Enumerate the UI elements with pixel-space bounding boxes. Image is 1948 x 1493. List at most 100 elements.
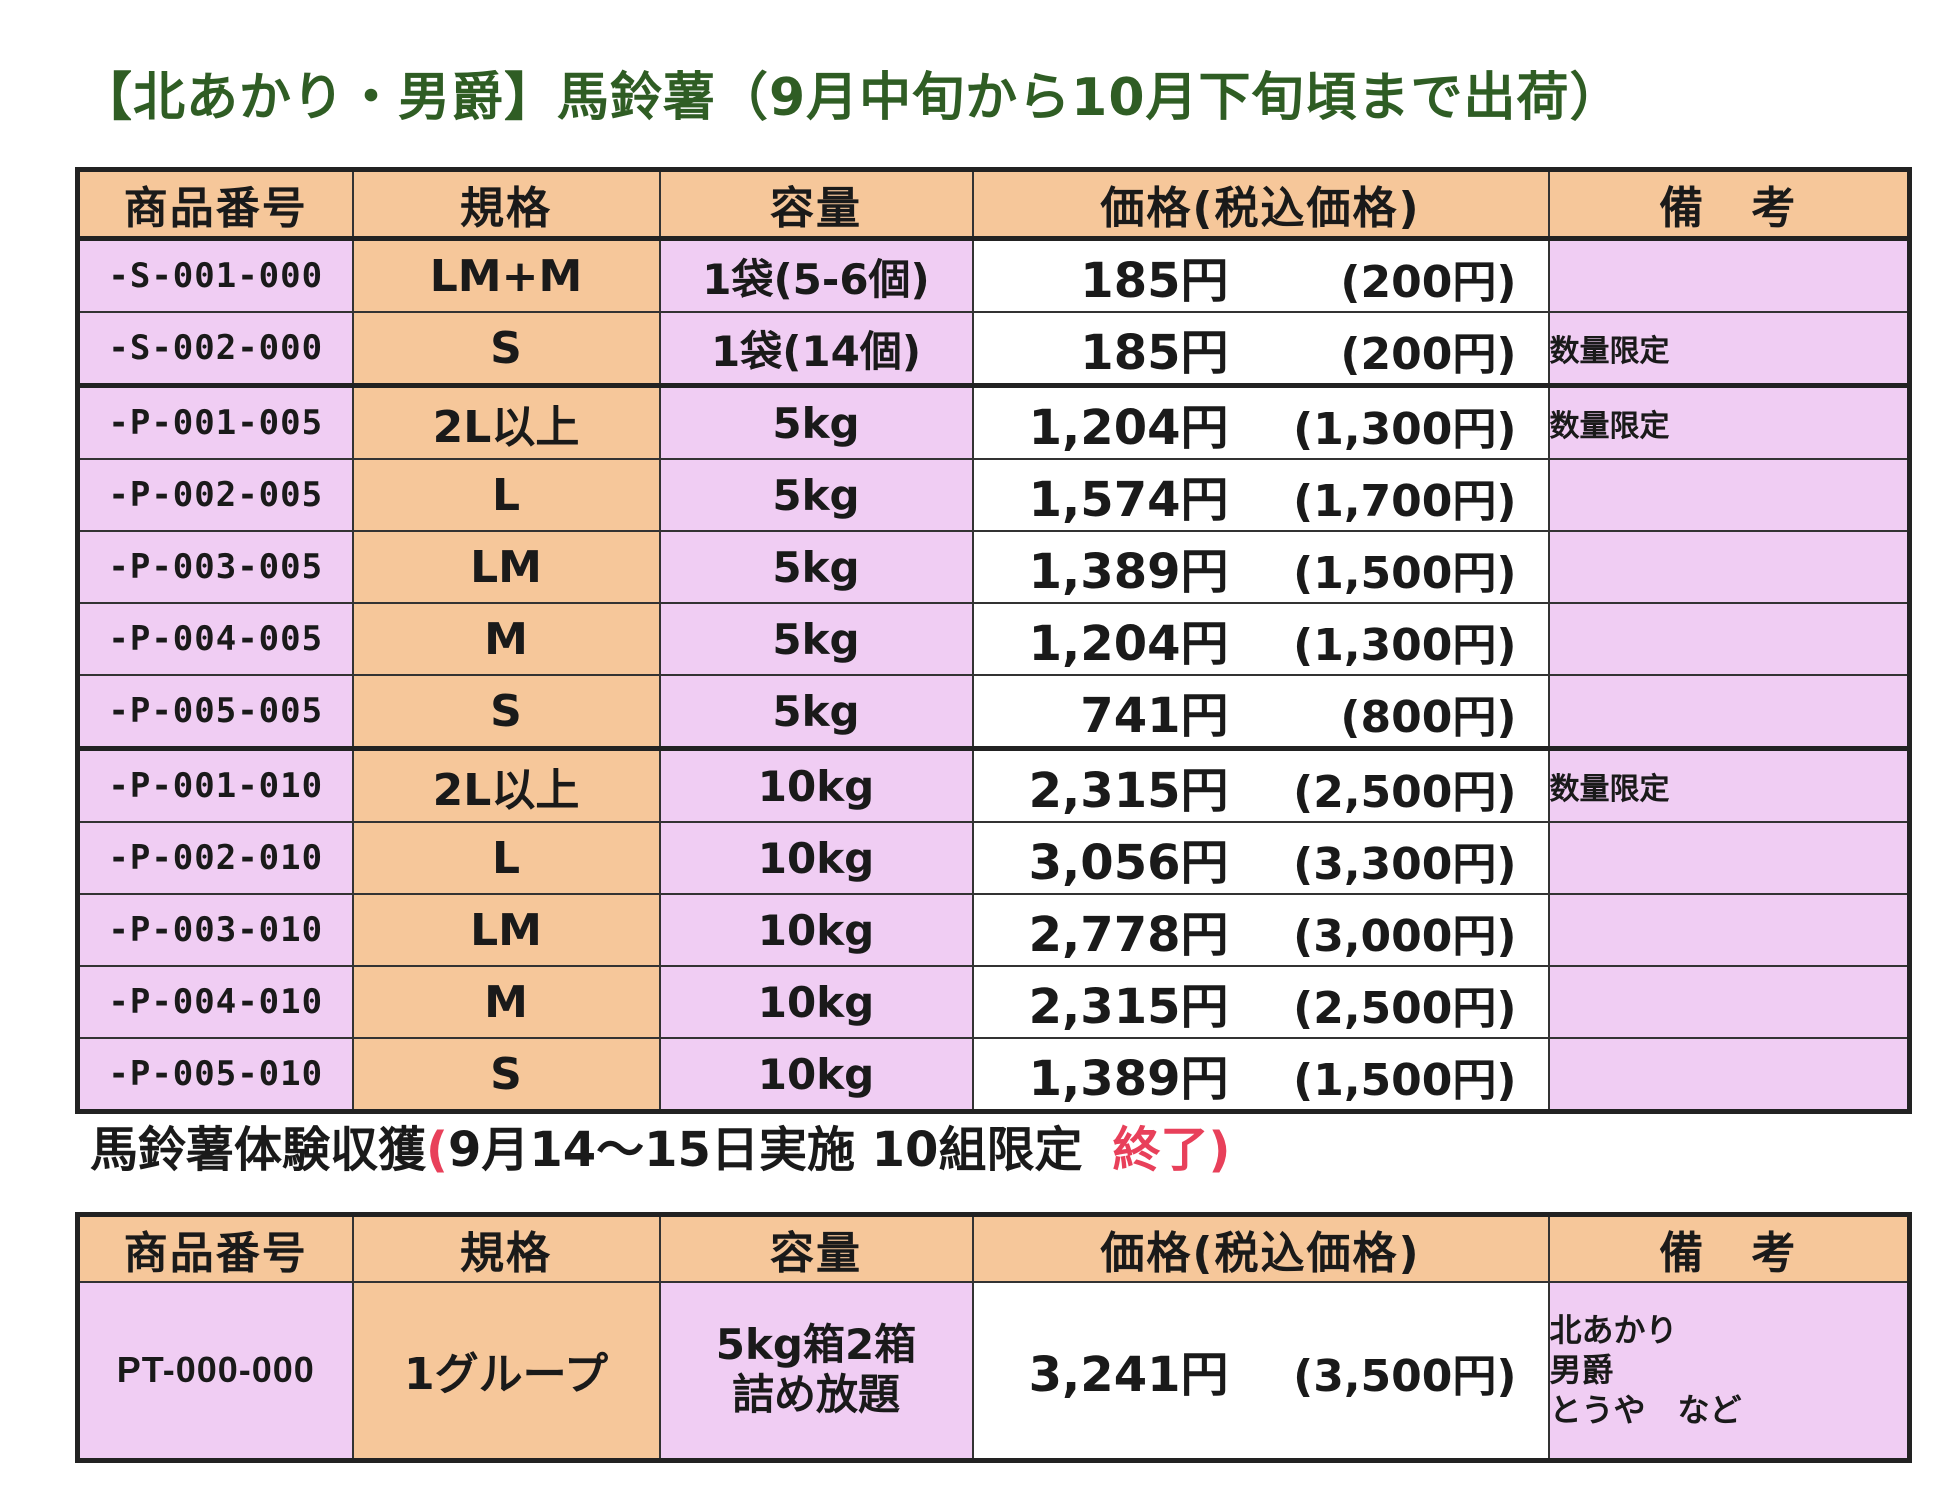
note-line-3: とうや など	[1549, 1391, 1742, 1430]
product-price: 2,315円 (2,500円)	[971, 965, 1550, 1039]
price-tax-included: (3,000円)	[1293, 911, 1517, 962]
header-capacity: 容量	[658, 168, 974, 240]
product-note: 数量限定	[1547, 383, 1911, 460]
product-price: 1,389円 (1,500円)	[971, 1037, 1550, 1113]
product-code: -P-005-010	[76, 1037, 354, 1113]
product-capacity: 1袋(5-6個)	[658, 236, 974, 313]
price-value: 3,241円	[1028, 1347, 1229, 1404]
product-spec: 1グループ	[351, 1281, 661, 1461]
product-capacity: 5kg	[658, 458, 974, 532]
product-code: -P-001-005	[76, 383, 354, 460]
product-spec: L	[351, 458, 661, 532]
product-code: -P-004-005	[76, 602, 354, 676]
product-spec: S	[351, 674, 661, 750]
price-value: 2,315円	[1028, 763, 1229, 819]
price-value: 1,204円	[1028, 400, 1229, 456]
product-note	[1547, 458, 1911, 532]
product-price: 3,056円 (3,300円)	[971, 821, 1550, 895]
price-tax-included: (1,300円)	[1293, 620, 1517, 671]
table-row: -P-004-010 M 10kg 2,315円 (2,500円)	[76, 965, 1911, 1039]
table-row: -P-003-005 LM 5kg 1,389円 (1,500円)	[76, 530, 1911, 604]
note-line-2: 男爵	[1549, 1351, 1614, 1390]
product-code: -P-002-005	[76, 458, 354, 532]
header-code: 商品番号	[76, 1213, 354, 1283]
header-price: 価格(税込価格)	[971, 168, 1550, 240]
product-note	[1547, 965, 1911, 1039]
table-row: -P-002-005 L 5kg 1,574円 (1,700円)	[76, 458, 1911, 532]
product-price: 185円 (200円)	[971, 311, 1550, 387]
product-note	[1547, 674, 1911, 750]
price-tax-included: (1,500円)	[1293, 1055, 1517, 1106]
header-code: 商品番号	[76, 168, 354, 240]
product-capacity: 5kg	[658, 530, 974, 604]
harvest-ended-label: 終了	[1112, 1122, 1209, 1178]
harvest-title-paren-close: )	[1208, 1122, 1231, 1178]
product-price: 2,315円 (2,500円)	[971, 746, 1550, 823]
product-price: 1,204円 (1,300円)	[971, 602, 1550, 676]
product-note	[1547, 821, 1911, 895]
capacity-line-1: 5kg箱2箱	[715, 1320, 917, 1370]
table-row: -P-003-010 LM 10kg 2,778円 (3,000円)	[76, 893, 1911, 967]
price-tax-included: (2,500円)	[1293, 983, 1517, 1034]
table-row: -S-002-000 S 1袋(14個) 185円 (200円) 数量限定	[76, 311, 1911, 387]
product-code: -S-001-000	[76, 236, 354, 313]
product-capacity: 10kg	[658, 893, 974, 967]
product-capacity: 5kg箱2箱 詰め放題	[658, 1281, 974, 1461]
price-value: 3,056円	[1028, 835, 1229, 891]
product-spec: 2L以上	[351, 383, 661, 460]
table-header-row: 商品番号 規格 容量 価格(税込価格) 備 考	[76, 168, 1911, 240]
product-price: 1,204円 (1,300円)	[971, 383, 1550, 460]
product-price: 741円 (800円)	[971, 674, 1550, 750]
price-tax-included: (1,500円)	[1293, 548, 1517, 599]
product-spec: S	[351, 311, 661, 387]
product-code: -P-002-010	[76, 821, 354, 895]
price-tax-included: (200円)	[1340, 329, 1517, 380]
product-code: PT-000-000	[76, 1281, 354, 1461]
price-table-harvest: 商品番号 規格 容量 価格(税込価格) 備 考 PT-000-000 1グループ…	[75, 1212, 1912, 1463]
product-note	[1547, 893, 1911, 967]
product-note: 数量限定	[1547, 746, 1911, 823]
product-spec: LM	[351, 530, 661, 604]
table-row: -P-005-010 S 10kg 1,389円 (1,500円)	[76, 1037, 1911, 1113]
product-price: 3,241円 (3,500円)	[971, 1281, 1550, 1461]
price-table-potatoes: 商品番号 規格 容量 価格(税込価格) 備 考 -S-001-000 LM+M …	[75, 167, 1912, 1114]
product-price: 1,389円 (1,500円)	[971, 530, 1550, 604]
header-price: 価格(税込価格)	[971, 1213, 1550, 1283]
table-row: -P-005-005 S 5kg 741円 (800円)	[76, 674, 1911, 750]
note-line-1: 北あかり	[1549, 1311, 1678, 1350]
product-code: -P-004-010	[76, 965, 354, 1039]
product-code: -P-005-005	[76, 674, 354, 750]
header-capacity: 容量	[658, 1213, 974, 1283]
price-tax-included: (2,500円)	[1293, 767, 1517, 818]
product-capacity: 10kg	[658, 1037, 974, 1113]
header-note: 備 考	[1547, 168, 1911, 240]
table-row: PT-000-000 1グループ 5kg箱2箱 詰め放題 3,241円 (3,50…	[76, 1281, 1911, 1461]
product-code: -P-003-010	[76, 893, 354, 967]
product-capacity: 10kg	[658, 821, 974, 895]
product-note: 数量限定	[1547, 311, 1911, 387]
table-row: -S-001-000 LM+M 1袋(5-6個) 185円 (200円)	[76, 236, 1911, 313]
harvest-experience-title: 馬鈴薯体験収獲(9月14〜15日実施 10組限定 終了)	[90, 1110, 1230, 1180]
header-spec: 規格	[351, 168, 661, 240]
product-note	[1547, 602, 1911, 676]
price-tax-included: (3,500円)	[1293, 1351, 1517, 1403]
product-price: 2,778円 (3,000円)	[971, 893, 1550, 967]
product-note	[1547, 236, 1911, 313]
product-capacity: 5kg	[658, 602, 974, 676]
product-note	[1547, 1037, 1911, 1113]
price-value: 1,389円	[1028, 1051, 1229, 1107]
product-spec: L	[351, 821, 661, 895]
price-tax-included: (800円)	[1340, 692, 1517, 743]
product-spec: M	[351, 602, 661, 676]
product-code: -P-003-005	[76, 530, 354, 604]
product-price: 1,574円 (1,700円)	[971, 458, 1550, 532]
product-note: 北あかり 男爵 とうや など	[1547, 1281, 1911, 1461]
price-value: 1,389円	[1028, 544, 1229, 600]
product-spec: M	[351, 965, 661, 1039]
price-value: 741円	[1080, 688, 1229, 744]
page-title: 【北あかり・男爵】馬鈴薯（9月中旬から10月下旬頃まで出荷）	[80, 68, 1623, 128]
table-row: -P-004-005 M 5kg 1,204円 (1,300円)	[76, 602, 1911, 676]
price-value: 185円	[1080, 253, 1229, 309]
capacity-line-2: 詰め放題	[731, 1370, 900, 1420]
product-price: 185円 (200円)	[971, 236, 1550, 313]
